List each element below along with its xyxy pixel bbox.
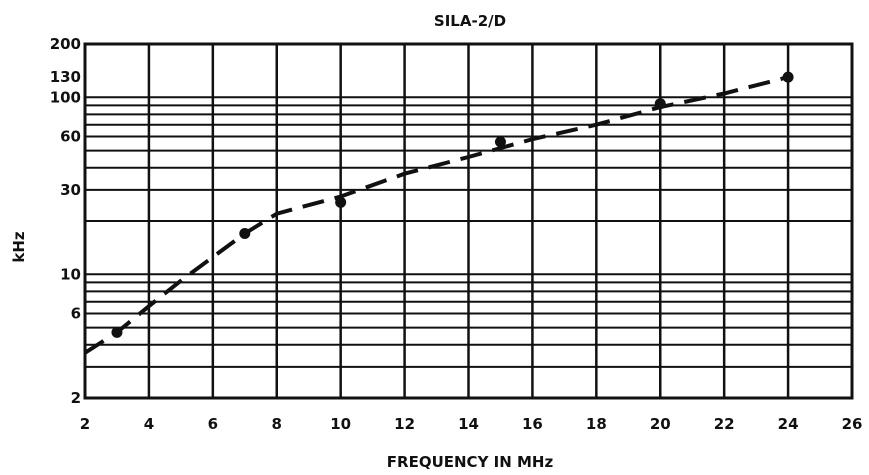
x-tick-label: 16: [522, 415, 543, 433]
y-tick-label: 60: [60, 128, 81, 146]
x-tick-label: 4: [144, 415, 154, 433]
y-tick-label: 10: [60, 265, 81, 283]
x-tick-label: 2: [80, 415, 90, 433]
x-tick-label: 6: [208, 415, 218, 433]
data-point-marker: [335, 196, 347, 208]
y-tick-label: 130: [50, 68, 81, 86]
plot-area-frame: [83, 42, 854, 400]
x-tick-label: 24: [778, 415, 799, 433]
x-tick-label: 26: [842, 415, 863, 433]
y-tick-labels: 200 130 100 60 30 10 6 2: [50, 35, 81, 407]
x-tick-label: 20: [650, 415, 671, 433]
x-tick-label: 18: [586, 415, 607, 433]
y-tick-label: 2: [71, 389, 81, 407]
data-point-marker: [654, 98, 666, 110]
data-point-marker: [239, 227, 251, 239]
data-point-marker: [494, 136, 506, 148]
x-tick-labels: 2 4 6 8 10 12 14 16 18 20 22 24 26: [80, 415, 863, 433]
x-tick-label: 10: [330, 415, 351, 433]
series: [83, 71, 794, 355]
y-tick-label: 30: [60, 181, 81, 199]
data-point-marker: [111, 326, 123, 338]
x-tick-label: 22: [714, 415, 735, 433]
y-tick-label: 100: [50, 88, 81, 106]
y-tick-label: 6: [71, 305, 81, 323]
chart-title: SILA-2/D: [434, 12, 506, 30]
x-tick-label: 12: [394, 415, 415, 433]
y-axis-label: kHz: [10, 231, 28, 263]
x-tick-label: 8: [272, 415, 282, 433]
grid: [83, 43, 854, 399]
x-tick-label: 14: [458, 415, 479, 433]
series-line: [83, 75, 789, 355]
y-tick-label: 200: [50, 35, 81, 53]
x-axis-label: FREQUENCY IN MHz: [387, 453, 554, 471]
data-point-marker: [782, 71, 794, 83]
